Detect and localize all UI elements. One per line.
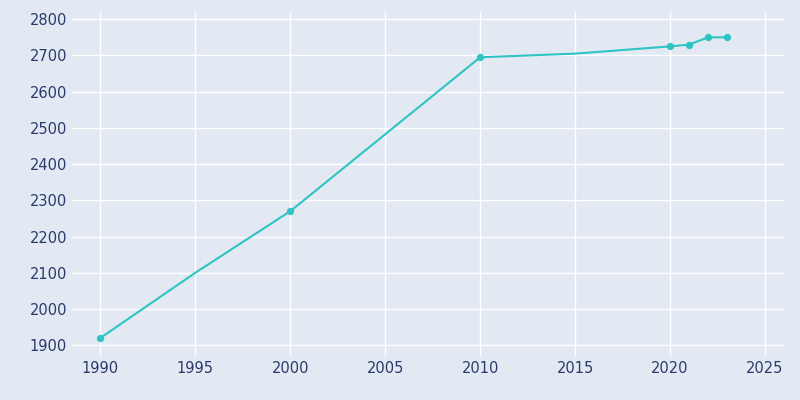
Point [682, 41, 695, 48]
Point [284, 208, 297, 214]
Point [721, 34, 734, 40]
Point [94, 335, 107, 341]
Point [702, 34, 714, 40]
Point [474, 54, 486, 60]
Point [664, 43, 677, 50]
